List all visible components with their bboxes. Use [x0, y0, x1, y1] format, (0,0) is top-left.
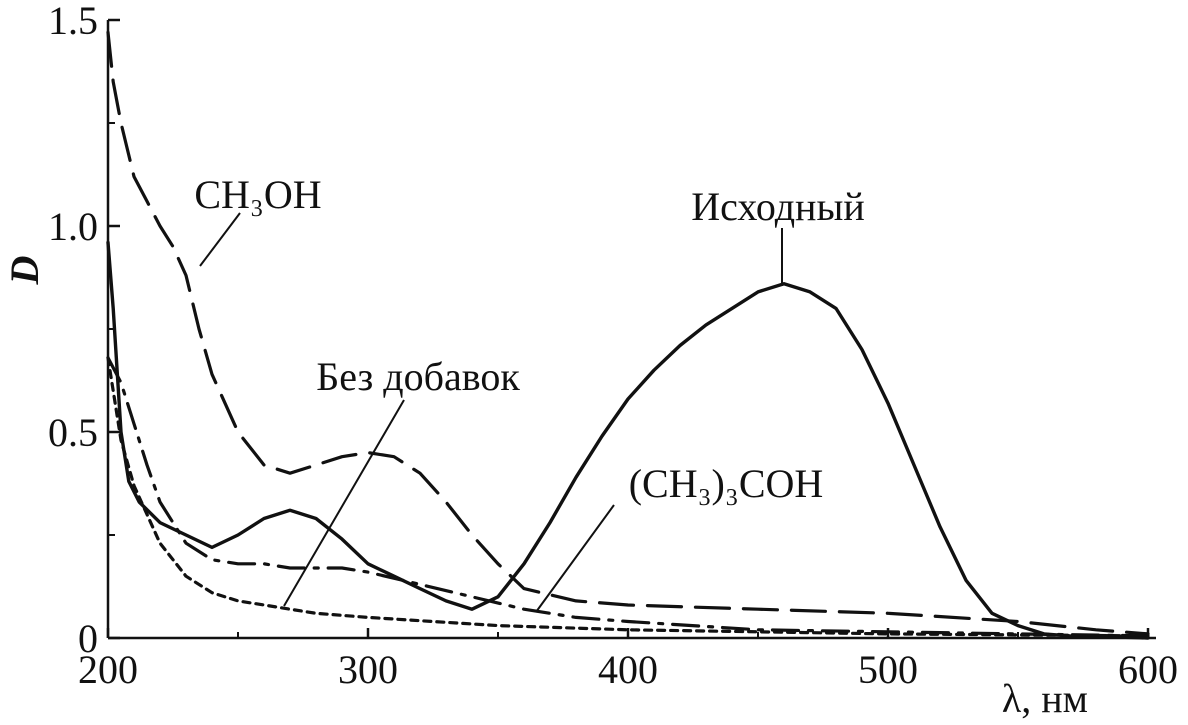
y-tick-label: 0 — [78, 616, 98, 661]
series-line-0 — [106, 240, 1150, 640]
axes-layer: 200 300 400 500 600 0 0.5 1.0 1.5 — [48, 0, 1178, 692]
x-tick-label: 600 — [1118, 647, 1178, 692]
y-tick-label: 1.0 — [48, 204, 98, 249]
annotation-leader — [199, 212, 241, 267]
series-line-3 — [106, 356, 1150, 638]
x-tick-label: 500 — [858, 647, 918, 692]
annotation-leader — [283, 399, 405, 607]
series-line-2 — [106, 356, 1150, 638]
y-tick-label: 1.5 — [48, 0, 98, 43]
x-tick-label: 200 — [78, 647, 138, 692]
series-label: Без добавок — [316, 354, 520, 399]
series-layer — [106, 30, 1150, 640]
x-tick-label: 300 — [338, 647, 398, 692]
series-label: (CH₃)₃COH — [629, 461, 824, 506]
x-axis-label: λ, нм — [1002, 676, 1088, 721]
y-axis-label: D — [2, 256, 47, 286]
series-label: CH₃OH — [194, 172, 321, 217]
annotation-leader — [535, 504, 615, 613]
annotation-layer: CH₃OH Исходный Без добавок (CH₃)₃COH — [194, 172, 865, 613]
y-tick-label: 0.5 — [48, 410, 98, 455]
series-line-1 — [106, 30, 1150, 636]
x-tick-label: 400 — [598, 647, 658, 692]
series-label: Исходный — [691, 184, 864, 229]
